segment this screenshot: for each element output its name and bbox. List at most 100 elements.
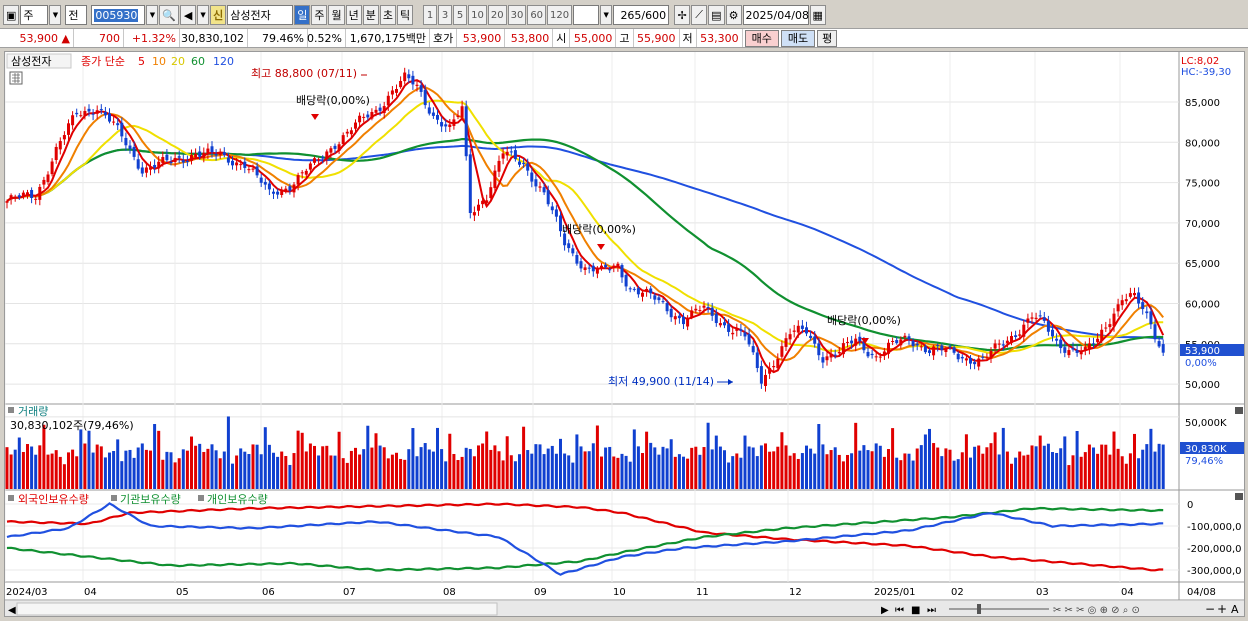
zoom-slider-handle[interactable] — [977, 604, 981, 614]
chevron-down-icon[interactable]: ▼ — [49, 5, 62, 25]
interval-60-button[interactable]: 60 — [527, 5, 547, 25]
volume-ratio: 79.46% — [248, 29, 308, 47]
candle-body — [272, 191, 275, 194]
scroll-right-icon[interactable]: ▶ — [881, 605, 889, 616]
save-icon[interactable]: ▤ — [708, 5, 725, 25]
candle-body — [985, 356, 989, 358]
interval-5-button[interactable]: 5 — [453, 5, 468, 25]
chart-tool-icon[interactable]: ⟋ — [691, 5, 708, 25]
period-year-button[interactable]: 년 — [345, 5, 362, 25]
holders-tick-label: -200,000,0 — [1187, 544, 1242, 555]
candle-body — [292, 184, 296, 193]
bar-count-input[interactable]: 265/600 — [613, 5, 670, 25]
price-panel[interactable] — [5, 52, 1179, 404]
close-panel-icon[interactable] — [1235, 493, 1243, 500]
period-second-button[interactable]: 초 — [379, 5, 396, 25]
candle-body — [345, 131, 349, 134]
volume-bar — [374, 433, 378, 489]
interval-30-button[interactable]: 30 — [507, 5, 527, 25]
candle-body — [382, 106, 386, 114]
sell-button[interactable]: 매도 — [780, 29, 816, 47]
candle-body — [710, 307, 714, 316]
period-week-button[interactable]: 주 — [311, 5, 328, 25]
chevron-down-icon[interactable]: ▼ — [146, 5, 159, 25]
candle-body — [489, 187, 493, 199]
volume-bar — [206, 448, 210, 489]
candle-body — [591, 265, 595, 272]
candle-body — [632, 288, 636, 290]
last-icon[interactable]: ⏭ — [927, 605, 936, 616]
candle-body — [13, 196, 17, 198]
layout-icon[interactable]: ▣ — [3, 5, 20, 25]
search-icon[interactable]: 🔍 — [159, 5, 180, 25]
zoom-out-icon[interactable]: − — [1205, 602, 1215, 616]
speaker-icon[interactable]: ◀ — [180, 5, 197, 25]
eval-button[interactable]: 평 — [817, 29, 838, 47]
crosshair-icon[interactable]: ✢ — [674, 5, 691, 25]
chevron-down-icon[interactable]: ▼ — [600, 5, 613, 25]
candle-body — [764, 374, 767, 386]
volume-bar — [407, 449, 411, 489]
interval-20-button[interactable]: 20 — [487, 5, 507, 25]
scroll-thumb[interactable] — [16, 602, 498, 616]
volume-bar — [362, 449, 366, 489]
scroll-left-icon[interactable]: ◀ — [8, 605, 16, 616]
interval-120-button[interactable]: 120 — [547, 5, 573, 25]
calendar-icon[interactable]: ▦ — [809, 5, 826, 25]
high-annotation: 최고 88,800 (07/11) — [251, 67, 357, 80]
volume-bar — [628, 461, 632, 489]
zoom-in-icon[interactable]: + — [1217, 602, 1227, 616]
date-input[interactable]: 2025/04/08 — [742, 5, 809, 25]
credit-badge[interactable]: 신 — [210, 5, 227, 25]
candle-body — [677, 315, 681, 319]
period-month-button[interactable]: 월 — [328, 5, 345, 25]
volume-bar — [977, 445, 981, 489]
volume-bar — [489, 449, 493, 489]
tool-icons[interactable]: ✂ ✂ ✂ ◎ ⊕ ⊘ ⌕ ⊙ — [1053, 605, 1140, 616]
volume-bar — [1059, 448, 1063, 489]
period-tick-button[interactable]: 틱 — [396, 5, 414, 25]
market-select[interactable]: 전 — [65, 5, 88, 25]
period-minute-button[interactable]: 분 — [362, 5, 379, 25]
volume-bar — [694, 446, 698, 489]
period-day-button[interactable]: 일 — [294, 5, 311, 25]
first-icon[interactable]: ⏮ — [895, 605, 904, 616]
stock-name-field[interactable]: 삼성전자 — [227, 5, 294, 25]
volume-bar — [431, 451, 435, 489]
candle-body — [542, 187, 546, 193]
chart-canvas[interactable]: 85,00080,00075,00070,00065,00060,00055,0… — [5, 52, 1245, 617]
chevron-down-icon[interactable]: ▼ — [197, 5, 210, 25]
candle-body — [1108, 324, 1112, 328]
interval-3-button[interactable]: 3 — [438, 5, 453, 25]
volume-bar — [993, 432, 997, 489]
candle-body — [579, 261, 583, 269]
volume-bar — [727, 462, 731, 489]
volume-bar — [226, 416, 230, 489]
auto-scale-icon[interactable]: A — [1231, 603, 1239, 616]
close-panel-icon[interactable] — [1235, 407, 1243, 414]
volume-bar — [415, 456, 419, 489]
volume-bar — [17, 437, 21, 489]
candle-body — [825, 356, 829, 361]
candle-body — [50, 161, 54, 175]
grid-table-icon-lines — [12, 73, 20, 83]
interval-1-button[interactable]: 1 — [423, 5, 438, 25]
chart-area[interactable]: 85,00080,00075,00070,00065,00060,00055,0… — [4, 51, 1245, 617]
candle-body — [657, 297, 661, 301]
interval-custom-input[interactable] — [573, 5, 600, 25]
volume-bar — [833, 447, 837, 489]
stock-code-input[interactable]: 005930 — [91, 5, 146, 25]
legend-institution: 기관보유수량 — [120, 493, 181, 506]
period-select[interactable]: 주 — [20, 5, 49, 25]
gear-icon[interactable]: ⚙ — [725, 5, 742, 25]
legend-ma20: 20 — [171, 55, 185, 68]
buy-button[interactable]: 매수 — [744, 29, 779, 47]
volume-bar — [1083, 452, 1087, 489]
volume-bar — [784, 445, 788, 489]
candle-body — [1030, 317, 1034, 319]
stop-icon[interactable]: ■ — [911, 605, 920, 616]
candle-body — [1149, 311, 1153, 325]
interval-10-button[interactable]: 10 — [468, 5, 487, 25]
volume-bar — [95, 444, 99, 489]
volume-bar — [882, 456, 886, 489]
